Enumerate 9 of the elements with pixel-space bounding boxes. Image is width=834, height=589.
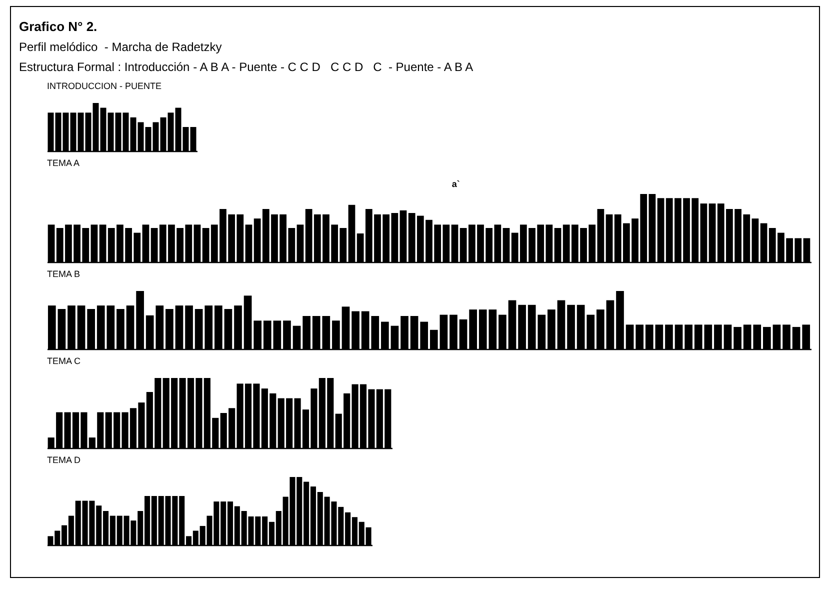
chart-title: TEMA D xyxy=(47,455,82,465)
text: a` xyxy=(452,179,460,189)
text: Estructura Formal : Introducción - A B A - Puente - C C D C C D C - Puente - A B A xyxy=(19,60,474,74)
chart-title: INTRODUCCION - PUENTE xyxy=(47,81,162,91)
chart-title: TEMA B xyxy=(47,269,80,279)
chart-title: TEMA C xyxy=(47,356,82,366)
chart-title: TEMA A xyxy=(47,158,80,168)
text: Grafico N° 2. xyxy=(19,19,98,34)
text: Perfil melódico - Marcha de Radetzky xyxy=(19,40,223,54)
